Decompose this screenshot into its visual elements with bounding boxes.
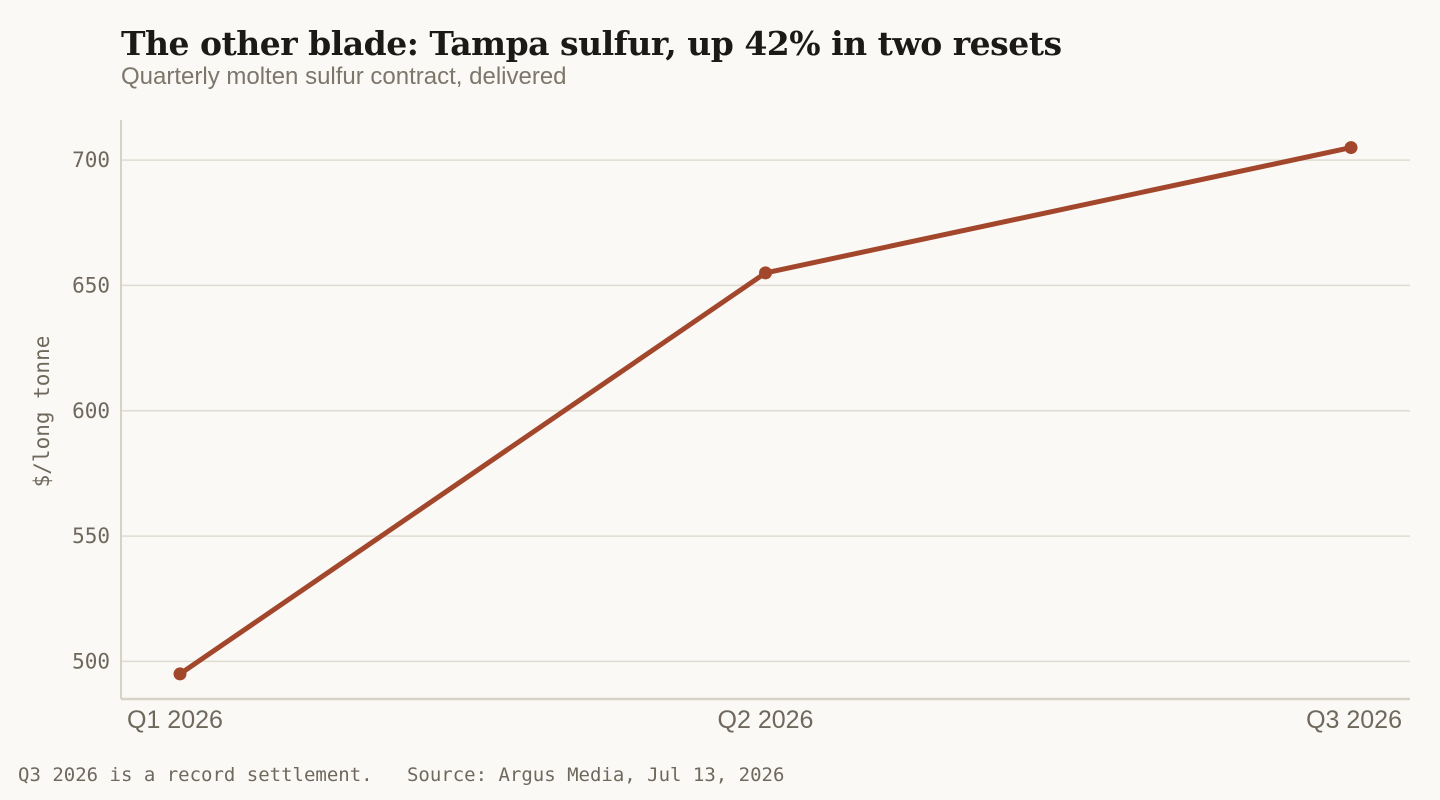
y-axis-label: $/long tonne <box>30 336 54 488</box>
y-tick-label-650: 650 <box>72 273 110 297</box>
x-tick-label-0: Q1 2026 <box>127 706 223 734</box>
x-tick-label-1: Q2 2026 <box>718 706 814 734</box>
y-tick-label-600: 600 <box>72 399 110 423</box>
data-point-0-2 <box>1344 141 1358 155</box>
footnote-note: Q3 2026 is a record settlement. <box>18 764 373 786</box>
y-tick-label-700: 700 <box>72 148 110 172</box>
footnote: Q3 2026 is a record settlement. Source: … <box>18 764 784 786</box>
data-point-0-1 <box>759 266 772 280</box>
x-tick-label-2: Q3 2026 <box>1306 706 1402 734</box>
chart-title: The other blade: Tampa sulfur, up 42% in… <box>121 24 1062 63</box>
axes: 500 550 600 650 700 Q1 2026 Q2 2026 Q3 2026 $/lo… <box>30 120 1410 734</box>
gridlines <box>121 159 1410 663</box>
y-tick-label-500: 500 <box>72 649 110 673</box>
data-point-0-0 <box>173 667 187 681</box>
series <box>173 141 1358 681</box>
y-tick-label-550: 550 <box>72 524 110 548</box>
chart-subtitle: Quarterly molten sulfur contract, delive… <box>121 63 567 90</box>
footnote-source: Source: Argus Media, Jul 13, 2026 <box>406 764 785 786</box>
